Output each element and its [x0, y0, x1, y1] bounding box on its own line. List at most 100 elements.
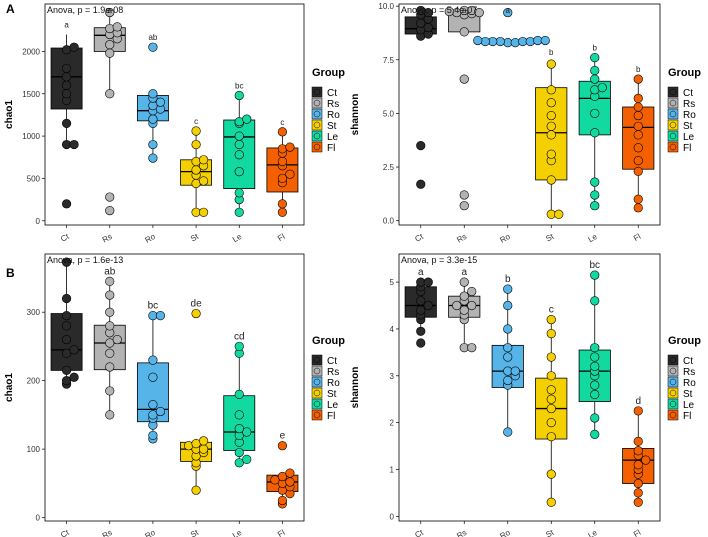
legend-label-Ct: Ct [683, 88, 693, 99]
data-point-Fl [633, 203, 643, 213]
legend-key-dot-Rs [669, 99, 677, 107]
x-tick-label-Rs: Rs [455, 232, 468, 245]
y-tick-label: 100 [27, 445, 41, 454]
legend-title: Group [312, 67, 345, 79]
y-tick-label: 2000 [22, 47, 40, 56]
data-point-Ro [503, 375, 513, 386]
y-tick-label: 0 [390, 512, 395, 521]
data-point-Ro [148, 430, 158, 441]
data-point-Rs [105, 7, 115, 18]
data-point-Rs [467, 343, 477, 353]
x-tick-label-Rs: Rs [455, 528, 468, 537]
legend-key-dot-Fl [669, 411, 677, 419]
legend-key-dot-St [669, 389, 677, 397]
data-point-Le [590, 270, 600, 280]
data-point-Le [590, 177, 600, 187]
significance-letter: a [462, 6, 467, 15]
data-point-Rs [105, 307, 115, 317]
data-point-St [546, 85, 556, 95]
legend-key-dot-Fl [669, 143, 677, 151]
data-point-Fl [277, 127, 288, 137]
data-point-Ct [416, 296, 426, 306]
legend-label-St: St [327, 121, 337, 132]
significance-letter: cd [234, 331, 245, 342]
legend-title: Group [668, 335, 701, 347]
significance-letter: c [280, 118, 284, 127]
data-point-Ro [510, 366, 520, 376]
legend-key-dot-Fl [313, 411, 321, 419]
x-tick-label-Fl: Fl [632, 232, 642, 243]
y-tick-label: 5.0 [383, 109, 395, 118]
data-point-Le [234, 167, 244, 177]
significance-letter: a [419, 6, 424, 15]
legend-label-St: St [683, 389, 693, 400]
y-tick-label: 500 [27, 174, 41, 183]
data-point-Rs [459, 27, 469, 37]
data-point-Fl [633, 478, 643, 489]
legend-key-dot-Le [669, 400, 677, 408]
data-point-St [546, 469, 556, 479]
y-tick-label: 2 [390, 419, 395, 428]
data-point-Fl [633, 110, 643, 121]
data-point-Ct [61, 348, 72, 358]
data-point-Rs [459, 277, 469, 287]
data-point-Rs [467, 286, 477, 297]
legend-label-Fl: Fl [327, 411, 335, 422]
data-point-Ct [61, 89, 72, 99]
data-point-Ct [61, 199, 72, 209]
y-tick-label: 3 [390, 372, 395, 381]
data-point-St [546, 418, 556, 428]
data-point-Ro [473, 35, 483, 46]
data-point-Ct [423, 300, 433, 311]
data-point-St [546, 98, 556, 108]
legend-key-dot-Le [313, 400, 321, 408]
data-point-Rs [105, 276, 115, 286]
data-point-Le [234, 188, 244, 198]
y-tick-label: 2.5 [383, 163, 395, 172]
data-point-Le [590, 361, 600, 372]
legend-title: Group [668, 67, 701, 79]
y-axis-title: shannon [350, 367, 361, 409]
x-tick-label-Ro: Ro [498, 528, 512, 537]
legend-label-Fl: Fl [327, 143, 335, 154]
legend-label-Ct: Ct [683, 356, 693, 367]
data-point-Ro [148, 139, 158, 150]
data-point-Le [590, 413, 600, 423]
data-point-Le [590, 343, 600, 353]
x-tick-label-St: St [544, 528, 556, 537]
data-point-Ct [69, 139, 79, 150]
legend-label-Rs: Rs [683, 99, 695, 110]
data-point-Fl [285, 468, 295, 478]
data-point-Fl [633, 406, 643, 416]
data-point-Rs [105, 23, 115, 34]
data-point-Ro [155, 97, 166, 107]
data-point-Fl [633, 436, 643, 446]
data-point-Le [234, 207, 244, 217]
x-tick-label-Ro: Ro [144, 232, 158, 245]
data-point-Le [590, 389, 600, 400]
legend-label-St: St [327, 389, 337, 400]
data-point-Le [590, 65, 600, 76]
data-point-Ro [148, 42, 158, 52]
legend-key-dot-Ct [313, 88, 321, 96]
data-point-Ct [69, 345, 79, 355]
data-point-Rs [105, 48, 115, 58]
data-point-St [191, 139, 201, 150]
data-point-Fl [277, 441, 288, 451]
significance-letter: bc [148, 301, 159, 312]
data-point-Fl [285, 142, 295, 152]
data-point-St [546, 371, 556, 381]
data-point-Le [590, 201, 600, 211]
data-point-Fl [633, 93, 643, 104]
data-point-St [546, 130, 556, 140]
significance-letter: a [64, 255, 70, 266]
x-tick-label-Rs: Rs [101, 232, 114, 245]
data-point-Le [590, 128, 600, 138]
data-point-St [546, 352, 556, 362]
legend-label-Le: Le [327, 132, 339, 143]
data-point-Ct [61, 257, 72, 267]
data-point-Ro [148, 410, 158, 420]
x-tick-label-Le: Le [587, 232, 600, 245]
data-point-St [546, 59, 556, 69]
